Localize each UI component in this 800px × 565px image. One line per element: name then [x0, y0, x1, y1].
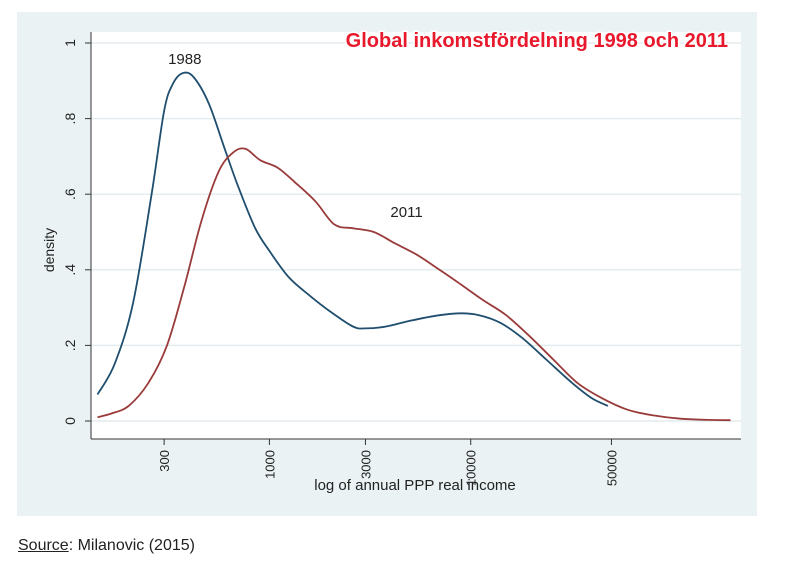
x-tick-label: 1000: [262, 450, 277, 479]
x-axis-label: log of annual PPP real income: [314, 477, 516, 494]
x-tick-label: 50000: [604, 450, 619, 486]
series-line-1988: [96, 71, 609, 407]
y-tick-label: .8: [62, 113, 78, 125]
chart-title: Global inkomstfördelning 1998 och 2011: [346, 30, 728, 52]
x-tick-label: 3000: [358, 450, 373, 479]
source-line: Source: Milanovic (2015): [18, 537, 195, 555]
chart-panel: 0 .2 .4 .6 .8 1 300 1000 3000 10000 50000 1988 2011…: [17, 12, 757, 516]
plot-area: [91, 32, 741, 439]
y-tick-label: .4: [62, 264, 78, 276]
axes: [90, 32, 741, 440]
x-tick-label: 300: [157, 450, 172, 472]
x-tick-label: 10000: [464, 450, 479, 486]
source-label: Source: [18, 537, 69, 554]
source-text: : Milanovic (2015): [68, 537, 195, 554]
annotations: 1988 2011: [168, 51, 423, 221]
y-tick-label: 0: [62, 417, 78, 425]
density-chart: 0 .2 .4 .6 .8 1 300 1000 3000 10000 50000 1988 2011…: [41, 29, 741, 494]
series-lines: [96, 71, 731, 422]
ticks: 0 .2 .4 .6 .8 1 300 1000 3000 10000 50000: [62, 39, 619, 486]
grid: [91, 42, 741, 422]
y-tick-label: .6: [62, 188, 78, 200]
annotation-label: 2011: [390, 204, 422, 221]
annotation-label: 1988: [168, 51, 201, 68]
y-tick-label: .2: [62, 339, 78, 351]
y-axis-label: density: [41, 228, 57, 272]
series-line-2011: [97, 147, 731, 422]
y-tick-label: 1: [62, 39, 78, 47]
